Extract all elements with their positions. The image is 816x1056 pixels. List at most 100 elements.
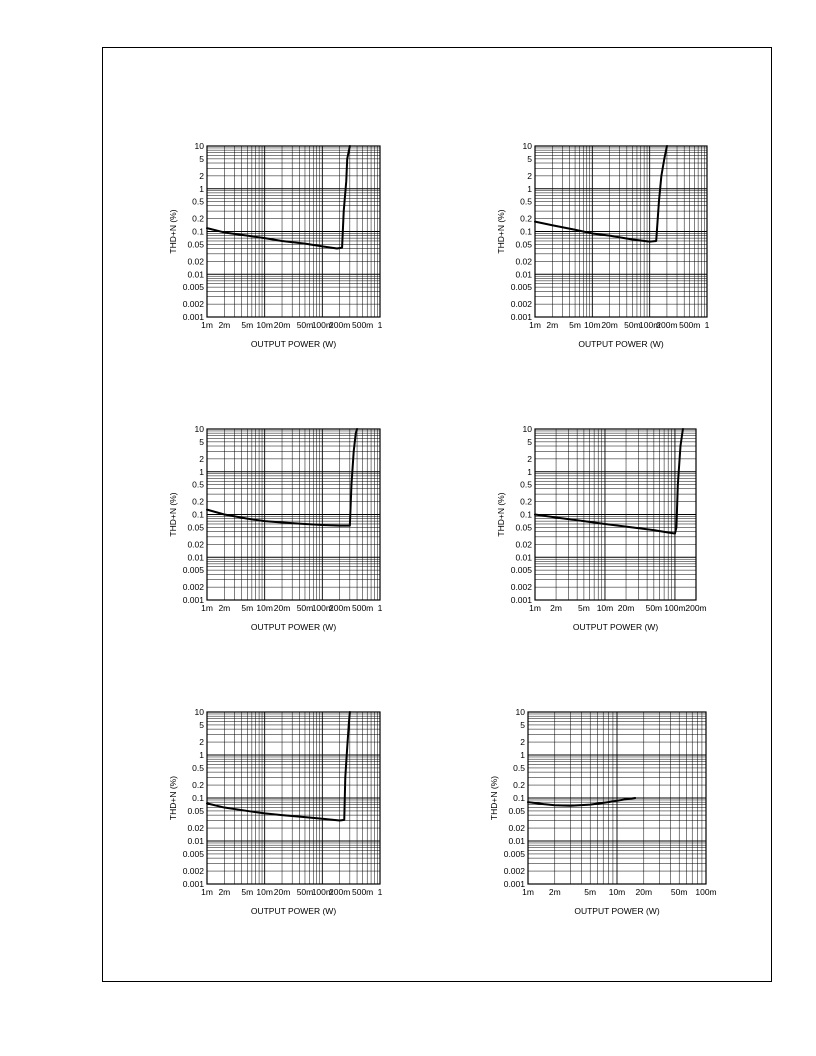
y-tick-label: 1 bbox=[199, 750, 204, 760]
chart-2: 10 5 2 1 0.5 0.2 0.1 0.05 0.02 0.01 0.005 0.002 0.00… bbox=[496, 141, 710, 349]
y-tick-label: 0.1 bbox=[192, 793, 204, 803]
y-tick-label: 0.02 bbox=[187, 823, 204, 833]
y-tick-label: 0.1 bbox=[520, 227, 532, 237]
y-tick-label: 0.05 bbox=[515, 522, 532, 532]
y-tick-label: 0.005 bbox=[511, 565, 533, 575]
y-tick-label: 5 bbox=[527, 154, 532, 164]
x-tick-label: 2m bbox=[218, 320, 230, 330]
y-tick-label: 0.2 bbox=[192, 214, 204, 224]
x-tick-label: 10m bbox=[256, 603, 273, 613]
series-line bbox=[206, 428, 359, 527]
x-tick-label: 1m bbox=[201, 603, 213, 613]
x-tick-label: 500m bbox=[352, 603, 373, 613]
y-tick-label: 0.005 bbox=[183, 849, 205, 859]
plot-frame bbox=[206, 711, 381, 885]
y-tick-label: 10 bbox=[195, 424, 205, 434]
y-tick-label: 0.005 bbox=[504, 849, 526, 859]
x-tick-label: 500m bbox=[679, 320, 700, 330]
x-tick-label: 20m bbox=[274, 320, 291, 330]
x-tick-label: 5m bbox=[241, 320, 253, 330]
page-frame bbox=[102, 47, 772, 982]
x-tick-label: 500m bbox=[352, 887, 373, 897]
y-tick-label: 0.01 bbox=[187, 269, 204, 279]
y-tick-label: 0.1 bbox=[513, 793, 525, 803]
x-tick-label: 20m bbox=[636, 887, 653, 897]
y-tick-label: 1 bbox=[527, 467, 532, 477]
x-tick-label: 200m bbox=[329, 603, 350, 613]
y-tick-label: 0.05 bbox=[187, 806, 204, 816]
y-axis-label: THD+N (%) bbox=[168, 776, 178, 820]
y-tick-label: 10 bbox=[516, 707, 526, 717]
y-tick-label: 0.2 bbox=[520, 497, 532, 507]
y-tick-label: 2 bbox=[527, 454, 532, 464]
x-tick-label: 5m bbox=[578, 603, 590, 613]
x-tick-label: 200m bbox=[329, 887, 350, 897]
x-tick-label: 2m bbox=[550, 603, 562, 613]
x-tick-label: 10m bbox=[609, 887, 626, 897]
series-line bbox=[206, 711, 351, 822]
x-tick-label: 1 bbox=[378, 320, 383, 330]
x-tick-label: 200m bbox=[656, 320, 677, 330]
y-tick-label: 5 bbox=[527, 437, 532, 447]
y-tick-label: 0.5 bbox=[513, 763, 525, 773]
y-tick-label: 2 bbox=[520, 737, 525, 747]
y-tick-label: 0.01 bbox=[187, 552, 204, 562]
y-tick-label: 0.001 bbox=[183, 595, 205, 605]
y-tick-label: 0.01 bbox=[508, 836, 525, 846]
y-tick-label: 0.002 bbox=[511, 299, 533, 309]
y-tick-label: 0.1 bbox=[192, 227, 204, 237]
y-tick-label: 0.001 bbox=[511, 595, 533, 605]
y-tick-label: 0.005 bbox=[183, 282, 205, 292]
y-tick-label: 5 bbox=[520, 720, 525, 730]
y-tick-label: 0.2 bbox=[513, 780, 525, 790]
plot-frame bbox=[534, 145, 708, 318]
plot-frame bbox=[206, 145, 381, 318]
y-tick-label: 0.05 bbox=[508, 806, 525, 816]
y-tick-label: 0.001 bbox=[511, 312, 533, 322]
y-tick-label: 0.001 bbox=[504, 879, 526, 889]
y-tick-label: 0.001 bbox=[183, 879, 205, 889]
x-tick-label: 100m bbox=[312, 320, 333, 330]
y-tick-label: 0.2 bbox=[192, 497, 204, 507]
x-tick-label: 1m bbox=[529, 320, 541, 330]
y-tick-label: 0.05 bbox=[187, 522, 204, 532]
y-tick-label: 2 bbox=[199, 737, 204, 747]
x-tick-label: 2m bbox=[218, 603, 230, 613]
y-tick-label: 0.01 bbox=[187, 836, 204, 846]
x-tick-label: 10m bbox=[256, 320, 273, 330]
x-tick-label: 1m bbox=[529, 603, 541, 613]
y-tick-label: 0.002 bbox=[183, 582, 205, 592]
chart-4: 10 5 2 1 0.5 0.2 0.1 0.05 0.02 0.01 0.005 0.002 0.00… bbox=[496, 424, 707, 632]
y-tick-label: 10 bbox=[195, 141, 205, 151]
y-tick-label: 2 bbox=[527, 171, 532, 181]
x-tick-label: 1m bbox=[201, 320, 213, 330]
x-tick-label: 50m bbox=[297, 887, 314, 897]
x-axis-label: OUTPUT POWER (W) bbox=[574, 906, 659, 916]
x-axis-label: OUTPUT POWER (W) bbox=[251, 622, 336, 632]
x-axis-label: OUTPUT POWER (W) bbox=[578, 339, 663, 349]
y-tick-label: 5 bbox=[199, 720, 204, 730]
y-tick-label: 0.5 bbox=[192, 763, 204, 773]
y-tick-label: 5 bbox=[199, 154, 204, 164]
plot-frame bbox=[206, 428, 381, 601]
y-tick-label: 0.2 bbox=[192, 780, 204, 790]
y-tick-label: 10 bbox=[523, 141, 533, 151]
y-tick-label: 10 bbox=[523, 424, 533, 434]
x-tick-label: 50m bbox=[624, 320, 641, 330]
x-tick-label: 50m bbox=[297, 603, 314, 613]
x-axis-label: OUTPUT POWER (W) bbox=[573, 622, 658, 632]
x-tick-label: 20m bbox=[274, 603, 291, 613]
x-tick-label: 5m bbox=[569, 320, 581, 330]
y-tick-label: 0.05 bbox=[187, 239, 204, 249]
gridlines bbox=[527, 712, 706, 885]
chart-1: 10 5 2 1 0.5 0.2 0.1 0.05 0.02 0.01 0.005 0.002 0.00… bbox=[168, 141, 383, 349]
x-tick-label: 200m bbox=[329, 320, 350, 330]
y-tick-label: 0.02 bbox=[508, 823, 525, 833]
x-tick-label: 100m bbox=[312, 887, 333, 897]
y-tick-label: 0.01 bbox=[515, 552, 532, 562]
y-tick-label: 0.1 bbox=[520, 510, 532, 520]
x-tick-label: 50m bbox=[297, 320, 314, 330]
y-tick-label: 0.5 bbox=[192, 480, 204, 490]
y-tick-label: 10 bbox=[195, 707, 205, 717]
y-tick-label: 1 bbox=[527, 184, 532, 194]
